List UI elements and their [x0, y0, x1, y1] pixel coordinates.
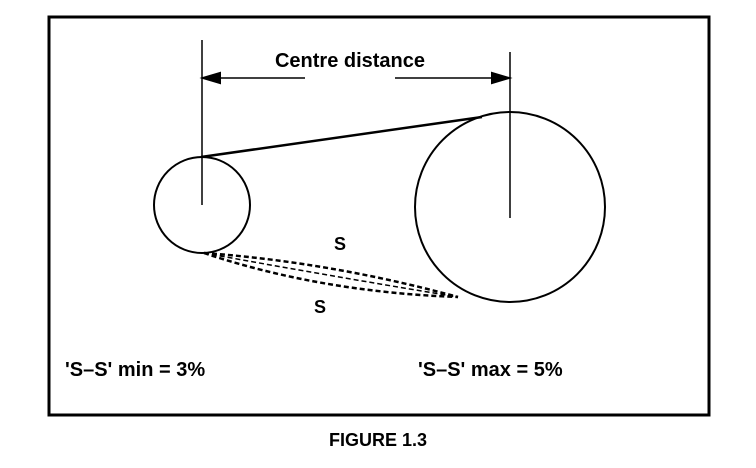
belt-drive: [153, 40, 606, 303]
belt-slack: [203, 252, 459, 298]
arrowhead: [199, 71, 221, 85]
label-gap: [305, 62, 395, 92]
dimension-label: Centre distance: [275, 50, 425, 72]
frame: [47, 15, 711, 417]
belt-slack: [203, 251, 459, 299]
sag-label: S: [334, 234, 346, 254]
caption: FIGURE 1.3: [329, 430, 427, 450]
max-note: 'S–S' max = 5%: [418, 359, 563, 381]
arrowhead: [491, 71, 513, 85]
belt-tight-side: [200, 115, 483, 159]
sag-label: S: [314, 297, 326, 317]
min-note: 'S–S' min = 3%: [65, 359, 205, 381]
